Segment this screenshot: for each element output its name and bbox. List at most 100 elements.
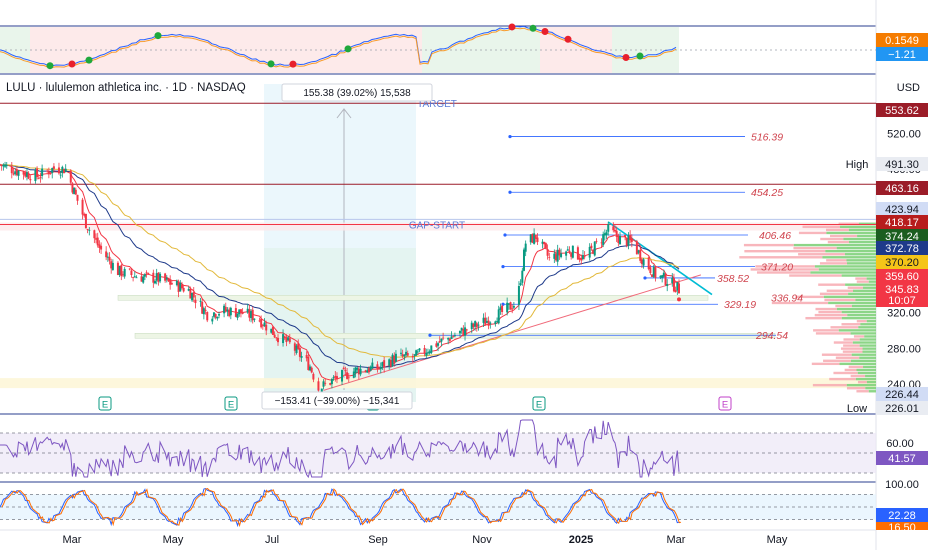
candle-body (211, 318, 214, 322)
candle-body (393, 355, 396, 363)
price-label: 226.44 (885, 389, 919, 401)
measure-top-box (281, 83, 433, 102)
target-label: TARGET (417, 99, 457, 110)
candle-body (194, 299, 197, 304)
candle-body (630, 238, 633, 242)
candle-body (2, 164, 5, 167)
candle-body (477, 324, 480, 326)
volume-profile-bar (856, 368, 876, 372)
candle-body (271, 326, 274, 335)
candle-body (157, 272, 160, 282)
volume-profile-bar (819, 292, 849, 296)
level-label: 371.20 (761, 262, 793, 274)
candle-body (499, 307, 502, 310)
price-label: 359.60 (885, 271, 919, 283)
price-label: 553.62 (885, 105, 919, 117)
candle-body (617, 235, 620, 243)
candle-body (580, 257, 583, 261)
price-label-box (876, 387, 928, 401)
candle-body (73, 187, 76, 195)
candle-body (154, 281, 157, 284)
candle-body (472, 323, 475, 328)
rsi-value-box (876, 451, 928, 465)
earnings-marker-label: E (722, 400, 728, 411)
volume-profile-bar (743, 243, 794, 247)
candle-body (619, 235, 622, 245)
candle-body (401, 354, 404, 357)
fib-level-dot (508, 134, 512, 139)
candle-body (159, 273, 162, 282)
candle-body (342, 367, 345, 370)
volume-profile-bar (825, 249, 876, 253)
candle-body (371, 362, 374, 369)
earnings-marker[interactable] (224, 396, 238, 411)
earnings-marker[interactable] (718, 396, 732, 411)
volume-profile-bar (856, 390, 869, 393)
volume-profile-bar (853, 335, 865, 338)
price-label: 370.20 (885, 257, 919, 269)
earnings-marker[interactable] (98, 396, 112, 411)
candle-body (496, 321, 499, 323)
candle-body (607, 224, 610, 232)
candle-body (226, 309, 229, 312)
candle-body (283, 336, 286, 339)
candle-body (0, 164, 1, 166)
candle-body (602, 234, 605, 246)
candle-body (118, 265, 121, 275)
candle-body (251, 309, 254, 321)
candle-body (366, 370, 369, 373)
price-tick: 320.00 (887, 307, 921, 319)
candle-body (182, 287, 185, 292)
candle-body (74, 189, 77, 195)
measure-bottom-label: −153.41 (−39.00%) −15,341 (275, 396, 400, 407)
candle-body (37, 178, 40, 180)
candle-body (224, 306, 227, 312)
candle-body (411, 356, 414, 358)
candle-body (334, 375, 337, 378)
price-label-box (876, 255, 928, 269)
volume-profile-bar (829, 377, 856, 381)
candle-body (403, 354, 406, 357)
ema-fast-line (0, 164, 680, 381)
stoch-value-label: 16.50 (888, 522, 916, 534)
earnings-marker[interactable] (532, 396, 546, 411)
price-label-box (876, 215, 928, 229)
candle-body (612, 226, 615, 231)
candle-body (507, 303, 510, 305)
candle-body (39, 177, 42, 179)
candle-body (534, 234, 537, 239)
candle-body (260, 318, 263, 328)
volume-profile-bar (843, 237, 876, 241)
candle-body (100, 245, 103, 250)
price-label: 423.94 (885, 204, 919, 216)
candle-body (201, 301, 204, 314)
volume-profile-bar (866, 380, 876, 384)
level-label: 454.25 (751, 187, 783, 199)
candle-body (603, 233, 606, 236)
candle-body (489, 322, 492, 324)
volume-profile-bar (865, 374, 876, 378)
volume-profile-bar (811, 362, 840, 366)
volume-profile-bar (856, 320, 867, 323)
candle-body (295, 345, 298, 353)
volume-profile-bar (814, 313, 848, 317)
candle-body (155, 273, 158, 281)
candle-body (330, 378, 333, 385)
candle-body (672, 278, 675, 292)
candle-body (475, 323, 478, 328)
level-label: 406.46 (759, 230, 791, 242)
price-label: 418.17 (885, 217, 919, 229)
volume-profile-bar (857, 380, 867, 384)
volume-profile-bar (848, 365, 864, 369)
candle-body (93, 230, 96, 239)
gap-band (0, 222, 876, 231)
candle-body (180, 284, 183, 289)
candle-body (354, 367, 357, 374)
candle-body (462, 328, 465, 336)
ema-mid-line (0, 164, 680, 369)
volume-profile-bar (813, 329, 839, 332)
volume-profile-bar (841, 274, 876, 277)
candle-body (560, 253, 563, 258)
candle-body (312, 373, 315, 380)
